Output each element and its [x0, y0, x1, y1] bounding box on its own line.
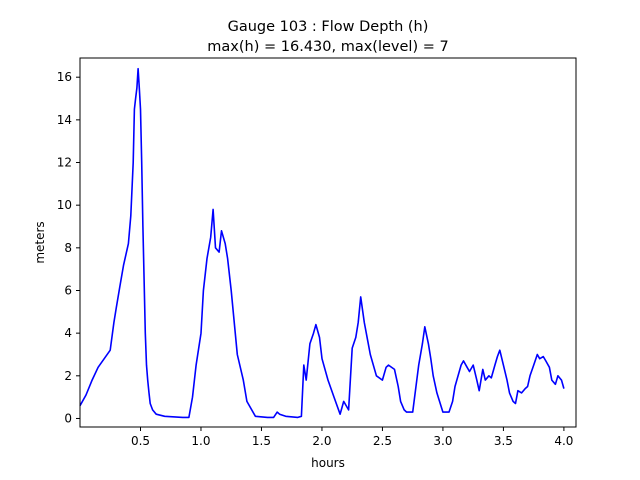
y-tick-label: 6: [64, 283, 72, 297]
x-tick-label: 4.0: [554, 434, 573, 448]
y-tick-label: 4: [64, 326, 72, 340]
x-tick-label: 2.0: [312, 434, 331, 448]
plot-frame: [79, 57, 577, 428]
x-tick-label: 1.0: [191, 434, 210, 448]
x-tick-label: 1.5: [252, 434, 271, 448]
y-tick-label: 14: [57, 113, 72, 127]
x-tick-label: 2.5: [373, 434, 392, 448]
plot-area: [79, 67, 565, 419]
chart-title-line1: Gauge 103 : Flow Depth (h): [228, 19, 429, 35]
y-tick-label: 16: [57, 70, 72, 84]
x-tick-label: 3.0: [433, 434, 452, 448]
x-tick-label: 3.5: [494, 434, 513, 448]
x-axis: 0.5 1.0 1.5 2.0 2.5 3.0 3.5 4.0: [131, 427, 573, 448]
y-tick-label: 12: [57, 156, 72, 170]
y-tick-label: 2: [64, 369, 72, 383]
y-tick-label: 0: [64, 411, 72, 425]
x-tick-label: 0.5: [131, 434, 150, 448]
y-axis-label: meters: [33, 221, 47, 263]
chart-title-line2: max(h) = 16.430, max(level) = 7: [207, 39, 448, 55]
y-tick-label: 8: [64, 241, 72, 255]
y-tick-label: 10: [57, 198, 72, 212]
y-axis: 0 2 4 6 8 10 12 14 16: [57, 70, 80, 425]
x-axis-label: hours: [311, 456, 345, 470]
series-line-0: [79, 67, 565, 419]
